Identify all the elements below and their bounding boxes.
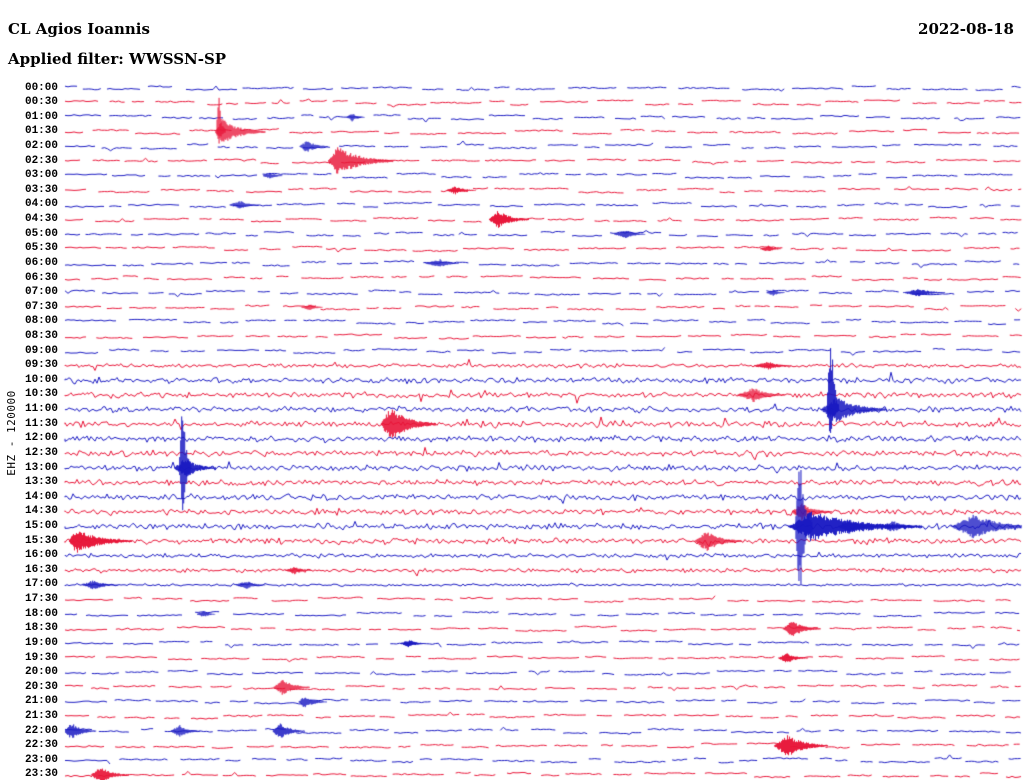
time-label: 05:00: [24, 227, 58, 240]
time-label: 07:30: [24, 300, 58, 313]
time-label: 03:00: [24, 169, 58, 182]
time-label: 14:00: [24, 490, 58, 503]
time-label: 06:00: [24, 256, 58, 269]
time-label: 16:30: [24, 563, 58, 576]
time-label: 12:30: [24, 446, 58, 459]
time-label: 18:30: [24, 622, 58, 635]
time-axis: 00:00 00:30 01:00 01:30 02:00 02:30 03:00 03:30…: [0, 0, 64, 780]
time-label: 05:30: [24, 242, 58, 255]
time-label: 18:00: [24, 607, 58, 620]
time-label: 10:30: [24, 388, 58, 401]
time-label: 09:00: [24, 344, 58, 357]
time-label: 12:00: [24, 432, 58, 445]
time-label: 08:00: [24, 315, 58, 328]
time-label: 08:30: [24, 329, 58, 342]
time-label: 10:00: [24, 373, 58, 386]
time-label: 15:30: [24, 534, 58, 547]
time-label: 11:00: [24, 403, 58, 416]
time-label: 09:30: [24, 359, 58, 372]
time-label: 21:00: [24, 695, 58, 708]
time-label: 17:30: [24, 593, 58, 606]
time-label: 14:30: [24, 505, 58, 518]
time-label: 00:30: [24, 96, 58, 109]
time-label: 23:30: [24, 768, 58, 780]
time-label: 04:00: [24, 198, 58, 211]
time-label: 04:30: [24, 213, 58, 226]
time-label: 13:30: [24, 476, 58, 489]
time-label: 19:00: [24, 636, 58, 649]
time-label: 15:00: [24, 520, 58, 532]
time-label: 13:00: [24, 461, 58, 474]
time-label: 22:00: [24, 724, 58, 737]
time-label: 01:30: [24, 125, 58, 138]
time-label: 02:00: [24, 139, 58, 152]
time-label: 20:00: [24, 666, 58, 679]
time-label: 00:00: [24, 81, 58, 94]
time-label: 21:30: [24, 710, 58, 723]
time-label: 16:00: [24, 549, 58, 562]
time-label: 17:00: [24, 578, 58, 591]
time-label: 11:30: [24, 417, 58, 430]
time-label: 19:30: [24, 651, 58, 664]
time-label: 07:00: [24, 286, 58, 299]
time-label: 03:30: [24, 183, 58, 196]
time-label: 02:30: [24, 154, 58, 167]
time-label: 01:00: [24, 110, 58, 123]
time-label: 06:30: [24, 271, 58, 284]
time-label: 23:00: [24, 753, 58, 766]
time-label: 22:30: [24, 739, 58, 752]
time-label: 20:30: [24, 680, 58, 693]
